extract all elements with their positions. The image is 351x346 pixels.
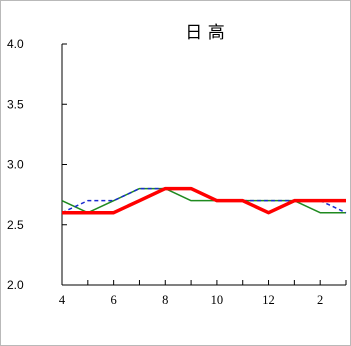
series-line-3 — [62, 186, 346, 215]
y-tick-label: 3.5 — [7, 97, 24, 111]
x-tick-label: 4 — [59, 293, 66, 307]
x-ticks: 4 6 8 10 12 2 — [59, 280, 347, 307]
y-tick-label: 2.5 — [7, 218, 24, 232]
x-tick-label: 10 — [211, 293, 224, 307]
y-tick-label: 3.0 — [7, 158, 24, 172]
x-tick-label: 6 — [111, 293, 117, 307]
series-lines — [61, 186, 347, 215]
x-tick-label: 2 — [317, 293, 323, 307]
chart-title: 日 高 — [185, 23, 224, 43]
y-tick-label: 4.0 — [7, 37, 24, 51]
y-ticks: 4.0 3.5 3.0 2.5 2.0 — [7, 37, 67, 292]
x-tick-label: 12 — [262, 293, 275, 307]
series-line-1 — [61, 187, 346, 214]
y-tick-label: 2.0 — [7, 278, 24, 292]
x-tick-label: 8 — [162, 293, 168, 307]
